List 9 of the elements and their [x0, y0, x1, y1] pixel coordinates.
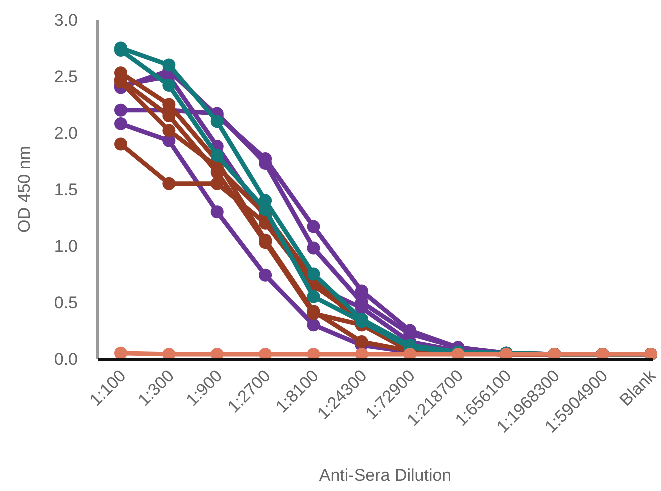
y-tick-label: 0.0: [54, 350, 78, 369]
y-tick-label: 2.0: [54, 124, 78, 143]
y-tick-label: 1.5: [54, 180, 78, 200]
y-tick-label: 2.5: [54, 67, 78, 86]
x-axis-title: Anti-Sera Dilution: [319, 466, 452, 485]
y-tick-label: 1.0: [54, 236, 78, 256]
y-axis-title: OD 450 nm: [15, 146, 34, 233]
y-tick-label: 0.5: [54, 293, 78, 312]
y-tick-label: 3.0: [54, 10, 78, 30]
